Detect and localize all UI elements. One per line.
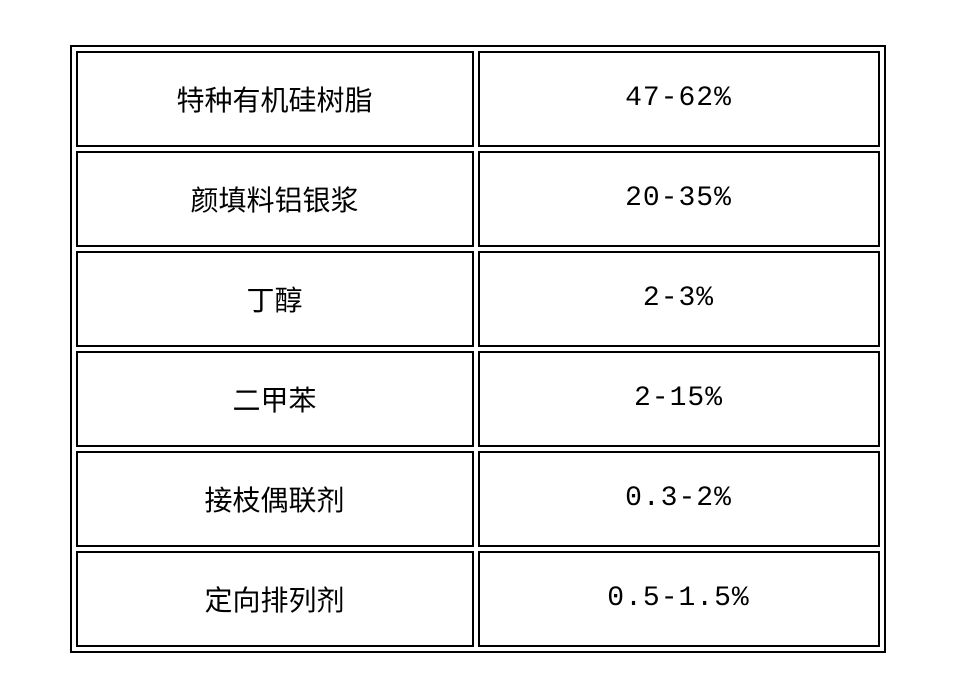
table-row: 颜填料铝银浆 20-35% (76, 151, 880, 247)
table-row: 丁醇 2-3% (76, 251, 880, 347)
component-value: 0.3-2% (478, 451, 880, 547)
composition-table-container: 特种有机硅树脂 47-62% 颜填料铝银浆 20-35% 丁醇 2-3% 二甲苯… (70, 45, 886, 653)
component-value: 2-15% (478, 351, 880, 447)
component-label: 颜填料铝银浆 (76, 151, 474, 247)
composition-table: 特种有机硅树脂 47-62% 颜填料铝银浆 20-35% 丁醇 2-3% 二甲苯… (72, 47, 884, 651)
table-row: 定向排列剂 0.5-1.5% (76, 551, 880, 647)
component-label: 丁醇 (76, 251, 474, 347)
table-row: 接枝偶联剂 0.3-2% (76, 451, 880, 547)
component-value: 0.5-1.5% (478, 551, 880, 647)
component-label: 接枝偶联剂 (76, 451, 474, 547)
table-row: 二甲苯 2-15% (76, 351, 880, 447)
component-value: 20-35% (478, 151, 880, 247)
component-label: 定向排列剂 (76, 551, 474, 647)
table-row: 特种有机硅树脂 47-62% (76, 51, 880, 147)
component-label: 二甲苯 (76, 351, 474, 447)
component-value: 47-62% (478, 51, 880, 147)
component-label: 特种有机硅树脂 (76, 51, 474, 147)
component-value: 2-3% (478, 251, 880, 347)
